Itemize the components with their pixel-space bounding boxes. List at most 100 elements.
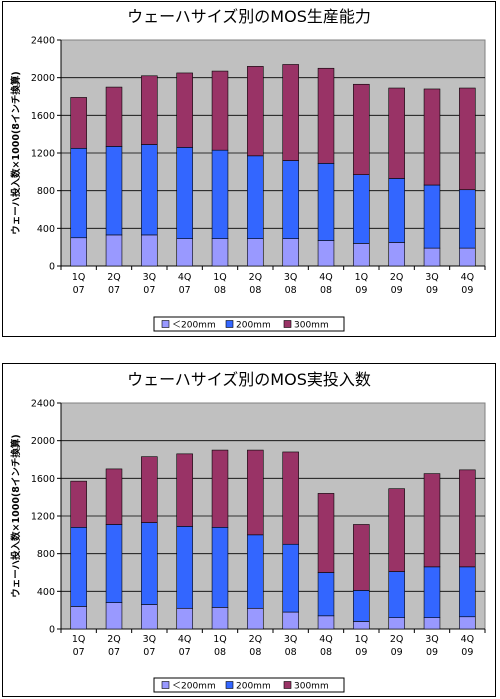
bar-200mm-1Q-09 — [353, 590, 370, 622]
bar-300mm-2Q-09 — [388, 87, 405, 179]
legend-swatch — [283, 320, 292, 328]
y-tick-label: 400 — [37, 587, 55, 598]
y-tick-label: 2000 — [31, 436, 55, 447]
x-tick-label: 3Q — [425, 634, 439, 645]
x-tick-label: 2Q — [249, 634, 263, 645]
bar-200mm-2Q-09 — [388, 178, 405, 243]
bar-300mm-2Q-09 — [388, 488, 405, 572]
y-axis-label: ウェーハ投入数×1000(8インチ換算) — [10, 434, 22, 598]
legend-swatch — [161, 681, 170, 689]
y-tick-label: 1600 — [31, 474, 55, 485]
x-tick-label: 2Q — [249, 272, 263, 283]
bar-200mm-2Q-08 — [247, 238, 264, 267]
x-tick-label: 07 — [143, 647, 155, 658]
y-tick-label: 2400 — [31, 399, 55, 410]
x-tick-label: 2Q — [390, 634, 404, 645]
x-tick-label: 07 — [179, 285, 191, 296]
x-tick-label: 07 — [143, 285, 155, 296]
bar-200mm-1Q-09 — [353, 174, 370, 244]
bar-200mm-1Q-08 — [211, 527, 229, 608]
x-tick-label: 4Q — [461, 272, 475, 283]
bar-200mm-1Q-07 — [70, 606, 87, 630]
bar-200mm-3Q-08 — [282, 238, 299, 267]
legend-label: 300mm — [294, 682, 329, 692]
x-tick-label: 09 — [355, 647, 367, 658]
bar-200mm-3Q-07 — [141, 522, 158, 605]
x-tick-label: 08 — [214, 285, 226, 296]
chart-capacity: ウェーハサイズ別のMOS生産能力 0 400 800 1200 1600 2000 2400 ウ… — [10, 7, 486, 332]
x-tick-label: 09 — [461, 285, 473, 296]
chart-title: ウェーハサイズ別のMOS生産能力 — [127, 7, 371, 26]
bar-200mm-2Q-09 — [388, 617, 405, 630]
bar-200mm-2Q-09 — [388, 242, 405, 267]
legend-swatch — [225, 681, 234, 689]
legend-label: 200mm — [236, 682, 271, 692]
y-axis-label: ウェーハ投入数×1000(8インチ換算) — [10, 71, 22, 235]
y-tick-label: 1200 — [31, 149, 55, 160]
bar-200mm-3Q-09 — [423, 566, 441, 619]
y-tick-label: 800 — [37, 549, 55, 560]
bar-200mm-1Q-08 — [211, 238, 229, 267]
bar-200mm-1Q-09 — [353, 621, 370, 630]
x-tick-label: 09 — [391, 647, 403, 658]
x-tick-label: 3Q — [284, 634, 298, 645]
bar-300mm-3Q-09 — [423, 88, 441, 186]
bar-200mm-3Q-07 — [141, 234, 158, 267]
bar-300mm-4Q-09 — [459, 87, 476, 191]
bar-200mm-2Q-08 — [247, 155, 264, 239]
bar-200mm-1Q-07 — [70, 527, 87, 607]
bar-300mm-3Q-08 — [282, 451, 299, 545]
x-tick-label: 1Q — [72, 634, 86, 645]
bar-300mm-4Q-08 — [317, 67, 335, 164]
bar-200mm-3Q-09 — [423, 247, 441, 267]
bar-200mm-3Q-07 — [141, 144, 158, 236]
bar-200mm-1Q-08 — [211, 607, 229, 630]
x-tick-label: 07 — [108, 285, 120, 296]
bar-300mm-4Q-07 — [176, 72, 193, 148]
bar-200mm-4Q-07 — [176, 147, 193, 239]
legend — [153, 316, 345, 332]
x-tick-label: 08 — [320, 647, 332, 658]
x-tick-label: 2Q — [390, 272, 404, 283]
chart-title: ウェーハサイズ別のMOS実投入数 — [127, 370, 371, 389]
x-tick-label: 07 — [73, 647, 85, 658]
legend-swatch — [283, 681, 292, 689]
bar-200mm-3Q-09 — [423, 617, 441, 630]
x-tick-label: 4Q — [178, 272, 192, 283]
x-tick-label: 3Q — [143, 272, 157, 283]
legend-swatch — [161, 320, 170, 328]
x-tick-label: 3Q — [143, 634, 157, 645]
chart-actual-input: ウェーハサイズ別のMOS実投入数 0 400 800 1200 1600 2000 2400 ウ… — [10, 370, 486, 693]
bar-300mm-4Q-07 — [176, 453, 193, 527]
bar-300mm-2Q-08 — [247, 449, 264, 536]
bar-300mm-3Q-07 — [141, 456, 158, 523]
bar-300mm-2Q-07 — [105, 468, 123, 525]
y-tick-label: 0 — [49, 262, 55, 273]
bar-200mm-2Q-09 — [388, 571, 405, 619]
bar-200mm-4Q-07 — [176, 526, 193, 609]
y-tick-label: 1200 — [31, 512, 55, 523]
legend-label: 300mm — [294, 321, 329, 331]
bar-200mm-2Q-07 — [105, 234, 123, 267]
x-tick-label: 1Q — [213, 272, 227, 283]
y-tick-label: 400 — [37, 224, 55, 235]
bar-200mm-1Q-09 — [353, 243, 370, 267]
y-tick-label: 0 — [49, 625, 55, 636]
x-tick-label: 1Q — [355, 634, 369, 645]
bar-200mm-4Q-09 — [459, 616, 476, 630]
bar-200mm-3Q-07 — [141, 604, 158, 630]
bar-200mm-2Q-08 — [247, 607, 264, 630]
chart-panel-actual: ウェーハサイズ別のMOS実投入数 0 400 800 1200 1600 2000 2400 ウ… — [2, 363, 496, 697]
x-tick-label: 1Q — [72, 272, 86, 283]
legend-label: ＜200mm — [172, 321, 216, 331]
x-tick-label: 08 — [285, 647, 297, 658]
bar-200mm-2Q-08 — [247, 534, 264, 609]
x-tick-label: 08 — [249, 647, 261, 658]
x-tick-label: 07 — [179, 647, 191, 658]
y-tick-label: 2000 — [31, 73, 55, 84]
bar-300mm-1Q-09 — [353, 524, 370, 591]
bar-200mm-2Q-07 — [105, 524, 123, 603]
chart-panel-capacity: ウェーハサイズ別のMOS生産能力 0 400 800 1200 1600 2000 2400 ウ… — [2, 1, 496, 337]
bar-200mm-2Q-07 — [105, 146, 123, 236]
bar-200mm-4Q-07 — [176, 607, 193, 630]
